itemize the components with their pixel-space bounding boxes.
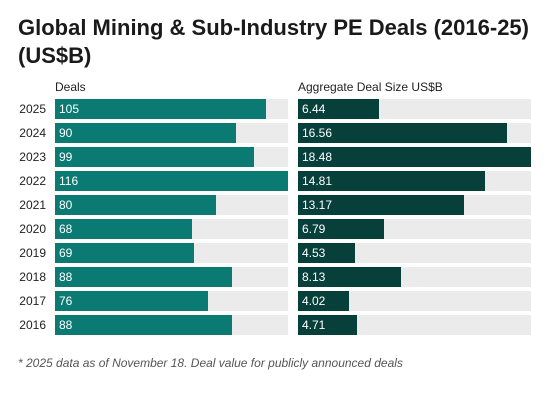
deals-track: 80 bbox=[55, 195, 288, 215]
deal-size-value-label: 8.13 bbox=[302, 270, 326, 284]
deal-size-bar: 8.13 bbox=[298, 267, 401, 287]
deals-bar: 105 bbox=[55, 99, 266, 119]
deals-value-label: 69 bbox=[59, 246, 73, 260]
year-label: 2018 bbox=[19, 270, 46, 284]
deal-size-bar: 18.48 bbox=[298, 147, 531, 167]
deals-value-label: 116 bbox=[59, 174, 79, 188]
deal-size-track: 18.48 bbox=[298, 147, 531, 167]
deal-size-value-label: 14.81 bbox=[302, 174, 333, 188]
deal-size-track: 4.02 bbox=[298, 291, 531, 311]
deal-size-value-label: 4.53 bbox=[302, 246, 326, 260]
deals-value-label: 90 bbox=[59, 126, 73, 140]
deals-track: 90 bbox=[55, 123, 288, 143]
deals-value-label: 80 bbox=[59, 198, 73, 212]
deal-size-bar: 6.79 bbox=[298, 219, 384, 239]
deals-value-label: 76 bbox=[59, 294, 73, 308]
year-label: 2022 bbox=[19, 174, 46, 188]
footnote: * 2025 data as of November 18. Deal valu… bbox=[18, 356, 403, 370]
deals-track: 68 bbox=[55, 219, 288, 239]
deal-size-value-label: 13.17 bbox=[302, 198, 333, 212]
deal-size-track: 8.13 bbox=[298, 267, 531, 287]
deals-bar: 69 bbox=[55, 243, 194, 263]
deal-size-track: 6.79 bbox=[298, 219, 531, 239]
deals-bar: 90 bbox=[55, 123, 236, 143]
deals-track: 116 bbox=[55, 171, 288, 191]
deal-size-bar: 4.71 bbox=[298, 315, 358, 335]
deal-size-track: 13.17 bbox=[298, 195, 531, 215]
deals-value-label: 88 bbox=[59, 318, 73, 332]
deal-size-track: 16.56 bbox=[298, 123, 531, 143]
deals-track: 105 bbox=[55, 99, 288, 119]
year-label: 2017 bbox=[19, 294, 46, 308]
deals-track: 99 bbox=[55, 147, 288, 167]
year-label: 2024 bbox=[19, 126, 46, 140]
deal-size-bar: 16.56 bbox=[298, 123, 507, 143]
deal-size-value-label: 18.48 bbox=[302, 150, 333, 164]
deal-size-track: 6.44 bbox=[298, 99, 531, 119]
deals-bar: 99 bbox=[55, 147, 254, 167]
chart-title: Global Mining & Sub-Industry PE Deals (2… bbox=[18, 15, 529, 68]
deal-size-track: 4.71 bbox=[298, 315, 531, 335]
year-label: 2019 bbox=[19, 246, 46, 260]
deal-size-value-label: 16.56 bbox=[302, 126, 333, 140]
deal-size-bar: 4.02 bbox=[298, 291, 349, 311]
deal-size-value-label: 6.79 bbox=[302, 222, 326, 236]
deal-size-value-label: 6.44 bbox=[302, 102, 326, 116]
deal-size-track: 14.81 bbox=[298, 171, 531, 191]
deal-size-bar: 13.17 bbox=[298, 195, 465, 215]
deals-track: 88 bbox=[55, 315, 288, 335]
deals-value-label: 99 bbox=[59, 150, 73, 164]
deal-size-value-label: 4.71 bbox=[302, 318, 326, 332]
deals-track: 76 bbox=[55, 291, 288, 311]
deal-size-bar: 6.44 bbox=[298, 99, 380, 119]
year-label: 2023 bbox=[19, 150, 46, 164]
deals-bar: 88 bbox=[55, 315, 232, 335]
deals-value-label: 105 bbox=[59, 102, 80, 116]
deal-size-panel-label: Aggregate Deal Size US$B bbox=[298, 80, 443, 94]
deals-bar: 116 bbox=[55, 171, 288, 191]
deal-size-bar: 14.81 bbox=[298, 171, 485, 191]
deal-size-bar: 4.53 bbox=[298, 243, 356, 263]
deals-value-label: 88 bbox=[59, 270, 73, 284]
deals-track: 69 bbox=[55, 243, 288, 263]
year-label: 2025 bbox=[19, 102, 46, 116]
year-label: 2021 bbox=[19, 198, 46, 212]
deals-panel-label: Deals bbox=[55, 80, 86, 94]
year-label: 2020 bbox=[19, 222, 46, 236]
deals-bar: 88 bbox=[55, 267, 232, 287]
deals-bar: 68 bbox=[55, 219, 192, 239]
deals-track: 88 bbox=[55, 267, 288, 287]
deals-bar: 80 bbox=[55, 195, 216, 215]
deal-size-track: 4.53 bbox=[298, 243, 531, 263]
deal-size-value-label: 4.02 bbox=[302, 294, 326, 308]
deals-bar: 76 bbox=[55, 291, 208, 311]
year-label: 2016 bbox=[19, 318, 46, 332]
deals-value-label: 68 bbox=[59, 222, 73, 236]
